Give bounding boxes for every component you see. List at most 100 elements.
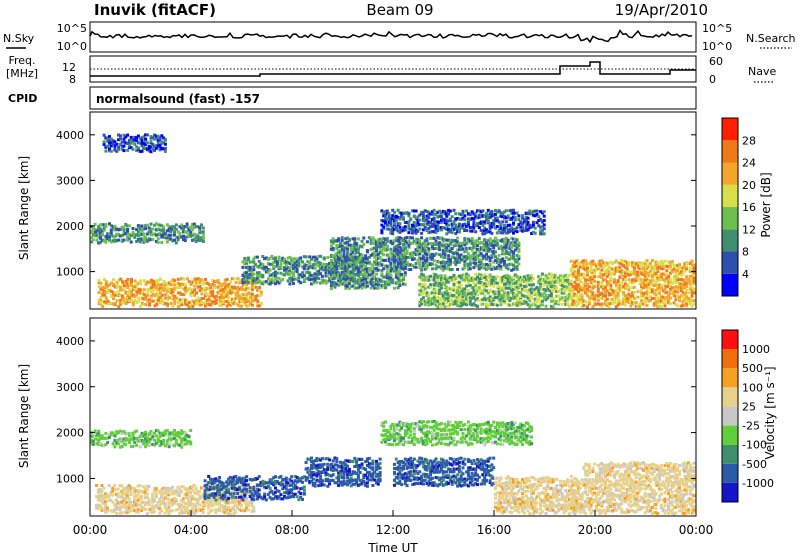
heatmap-cell bbox=[174, 434, 178, 438]
heatmap-cell bbox=[656, 300, 660, 304]
heatmap-cell bbox=[620, 286, 624, 290]
heatmap-cell bbox=[147, 147, 151, 151]
heatmap-cell bbox=[125, 488, 129, 492]
date-title: 19/Apr/2010 bbox=[615, 1, 708, 19]
heatmap-cell bbox=[138, 237, 142, 241]
heatmap-cell bbox=[190, 506, 194, 510]
heatmap-cell bbox=[443, 246, 447, 250]
heatmap-cell bbox=[255, 271, 259, 275]
heatmap-cell bbox=[582, 274, 586, 278]
heatmap-cell bbox=[118, 234, 122, 238]
heatmap-cell bbox=[340, 267, 344, 270]
heatmap-cell bbox=[586, 278, 589, 282]
heatmap-cell bbox=[459, 298, 463, 302]
heatmap-cell bbox=[302, 278, 306, 282]
heatmap-cell bbox=[542, 227, 546, 231]
heatmap-cell bbox=[127, 441, 131, 444]
heatmap-cell bbox=[521, 229, 525, 233]
heatmap-cell bbox=[528, 223, 532, 227]
heatmap-cell bbox=[506, 277, 510, 281]
heatmap-cell bbox=[400, 261, 404, 265]
heatmap-cell bbox=[225, 294, 229, 298]
heatmap-cell bbox=[245, 266, 249, 269]
heatmap-cell bbox=[216, 279, 220, 283]
heatmap-cell bbox=[105, 506, 109, 510]
heatmap-cell bbox=[659, 275, 663, 278]
heatmap-cell bbox=[313, 276, 317, 280]
heatmap-cell bbox=[443, 249, 447, 253]
heatmap-cell bbox=[403, 225, 407, 229]
heatmap-cell bbox=[331, 237, 335, 241]
heatmap-cell bbox=[641, 281, 645, 284]
heatmap-cell bbox=[163, 501, 167, 505]
heatmap-cell bbox=[436, 242, 440, 246]
heatmap-cell bbox=[173, 297, 177, 300]
heatmap-cell bbox=[286, 256, 290, 260]
heatmap-cell bbox=[125, 485, 129, 489]
heatmap-cell bbox=[443, 263, 447, 267]
heatmap-cell bbox=[340, 244, 344, 248]
heatmap-cell bbox=[643, 278, 647, 282]
heatmap-cell bbox=[425, 256, 429, 260]
heatmap-cell bbox=[434, 289, 438, 292]
heatmap-cell bbox=[400, 249, 404, 253]
heatmap-cell bbox=[587, 275, 591, 279]
heatmap-cell bbox=[658, 299, 662, 303]
heatmap-cell bbox=[544, 289, 548, 293]
heatmap-cell bbox=[340, 260, 344, 264]
heatmap-cell bbox=[476, 293, 479, 297]
heatmap-cell bbox=[151, 504, 155, 508]
heatmap-cell bbox=[129, 500, 133, 504]
heatmap-cell bbox=[353, 255, 357, 259]
nsearch-tick-bottom: 10^0 bbox=[702, 40, 732, 53]
heatmap-cell bbox=[575, 259, 579, 263]
heatmap-cell bbox=[369, 273, 373, 277]
heatmap-cell bbox=[176, 502, 180, 506]
heatmap-cell bbox=[521, 214, 525, 218]
heatmap-cell bbox=[231, 297, 234, 301]
heatmap-cell bbox=[488, 262, 492, 266]
heatmap-cell bbox=[465, 303, 469, 307]
heatmap-cell bbox=[149, 431, 153, 435]
heatmap-cell bbox=[178, 298, 182, 302]
heatmap-cell bbox=[645, 259, 649, 263]
heatmap-cell bbox=[160, 288, 164, 292]
heatmap-cell bbox=[362, 263, 366, 267]
heatmap-cell bbox=[607, 270, 611, 274]
heatmap-cell bbox=[178, 487, 182, 491]
heatmap-cell bbox=[430, 247, 434, 251]
heatmap-cell bbox=[549, 291, 553, 295]
heatmap-cell bbox=[474, 255, 478, 259]
heatmap-cell bbox=[126, 238, 130, 242]
heatmap-cell bbox=[182, 293, 186, 296]
heatmap-cell bbox=[104, 145, 108, 149]
heatmap-cell bbox=[481, 284, 485, 288]
heatmap-cell bbox=[380, 273, 384, 277]
heatmap-cell bbox=[124, 436, 128, 440]
heatmap-cell bbox=[148, 303, 152, 307]
heatmap-cell bbox=[530, 287, 534, 291]
heatmap-cell bbox=[495, 241, 499, 245]
heatmap-cell bbox=[133, 294, 137, 298]
heatmap-cell bbox=[338, 273, 342, 277]
heatmap-cell bbox=[688, 275, 692, 278]
heatmap-cell bbox=[310, 282, 313, 286]
heatmap-cell bbox=[189, 442, 193, 446]
heatmap-cell bbox=[100, 443, 104, 447]
heatmap-cell bbox=[450, 240, 454, 244]
heatmap-cell bbox=[189, 234, 193, 238]
heatmap-cell bbox=[524, 215, 528, 219]
heatmap-cell bbox=[402, 275, 405, 279]
heatmap-cell bbox=[167, 238, 171, 242]
heatmap-cell bbox=[589, 264, 593, 268]
heatmap-cell bbox=[144, 296, 148, 300]
heatmap-cell bbox=[497, 297, 501, 301]
heatmap-cell bbox=[454, 296, 458, 300]
heatmap-cell bbox=[335, 239, 339, 243]
heatmap-cell bbox=[229, 288, 233, 292]
heatmap-cell bbox=[430, 278, 434, 282]
heatmap-cell bbox=[454, 232, 458, 236]
heatmap-cell bbox=[439, 226, 443, 230]
heatmap-cell bbox=[459, 289, 463, 293]
heatmap-cell bbox=[430, 210, 434, 214]
